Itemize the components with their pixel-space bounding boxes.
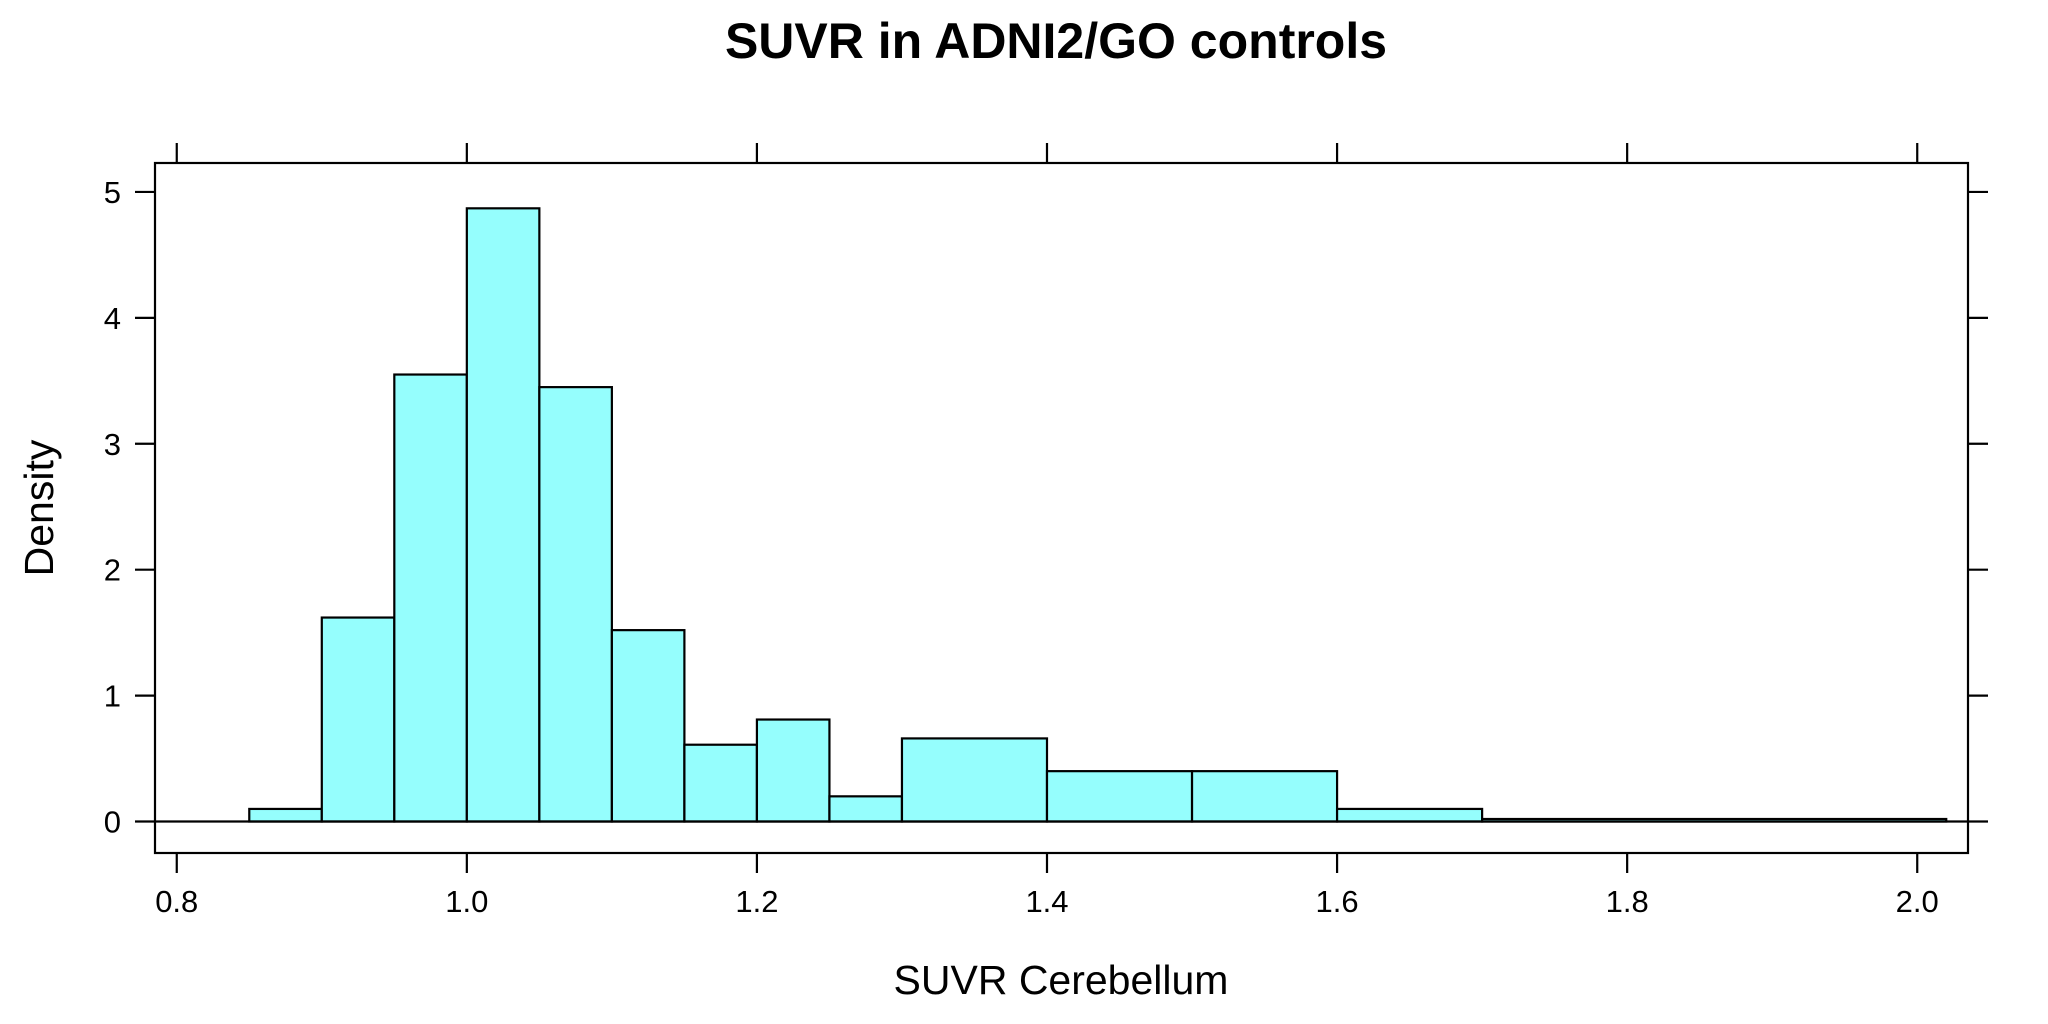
- x-axis-label: SUVR Cerebellum: [894, 957, 1229, 1003]
- histogram-bar-0: [248, 807, 323, 823]
- histogram-bar-12: [1335, 807, 1484, 823]
- histogram-bar-11: [1190, 770, 1339, 823]
- histogram-bar-2: [393, 373, 468, 823]
- histogram-bar-6: [683, 743, 759, 823]
- x-tick-label: 1.8: [1606, 884, 1649, 919]
- histogram-bar-10: [1045, 770, 1194, 823]
- y-tick-label: 4: [104, 301, 121, 336]
- bars-layer: [248, 207, 1948, 823]
- x-tick-label: 1.0: [445, 884, 488, 919]
- x-tick-label: 0.8: [155, 884, 198, 919]
- y-tick-label: 3: [104, 427, 121, 462]
- histogram-bar-1: [320, 616, 396, 823]
- y-tick-label: 5: [104, 175, 121, 210]
- histogram-bar-3: [465, 207, 541, 823]
- plot-frame: [153, 161, 1970, 855]
- x-axis: 0.8 1.0 1.2 1.4 1.6 1.8 2.0: [155, 143, 1939, 919]
- x-tick-label: 2.0: [1896, 884, 1939, 919]
- x-tick-label: 1.4: [1025, 884, 1068, 919]
- histogram-bar-9: [900, 737, 1049, 823]
- y-axis: 0 1 2 3 4 5: [104, 175, 1988, 840]
- histogram-bar-4: [538, 386, 613, 823]
- y-tick-label: 0: [104, 805, 121, 840]
- y-tick-label: 2: [104, 553, 121, 588]
- histogram-bar-8: [828, 795, 904, 823]
- histogram-bar-7: [755, 718, 831, 823]
- x-tick-label: 1.2: [735, 884, 778, 919]
- y-axis-label: Density: [16, 439, 62, 576]
- histogram-bar-5: [610, 629, 686, 823]
- x-tick-label: 1.6: [1316, 884, 1359, 919]
- chart-title: SUVR in ADNI2/GO controls: [725, 13, 1387, 69]
- y-tick-label: 1: [104, 679, 121, 714]
